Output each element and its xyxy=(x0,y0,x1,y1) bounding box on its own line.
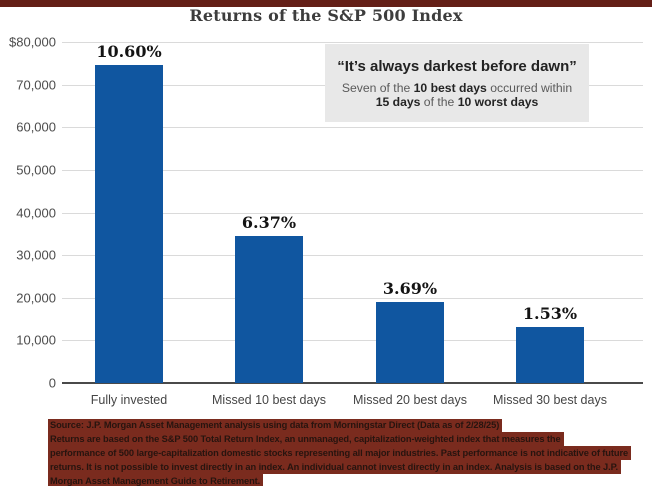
gridline xyxy=(62,340,643,342)
bar xyxy=(376,302,444,383)
x-tick-label: Missed 30 best days xyxy=(493,393,607,407)
y-tick-label: 10,000 xyxy=(16,332,56,348)
x-tick-label: Fully invested xyxy=(90,393,168,407)
gridline xyxy=(62,42,643,43)
disclaimer-highlighted-text: Returns are based on the S&P 500 Total R… xyxy=(48,432,564,446)
gridline xyxy=(62,169,643,171)
x-tick-label: Missed 10 best days xyxy=(212,393,326,407)
top-accent-bar xyxy=(0,0,652,7)
bar-value-label: 10.60% xyxy=(96,42,162,61)
disclaimer-line: returns. It is not possible to invest di… xyxy=(48,460,648,474)
disclaimer-highlighted-text: performance of 500 large-capitalization … xyxy=(48,446,632,460)
gridline xyxy=(62,297,643,299)
quote-bold-segment: 15 days xyxy=(375,94,421,109)
quote-bold-segment: 10 best days xyxy=(413,80,487,95)
x-axis-line xyxy=(62,382,643,384)
quote-bold-segment: 10 worst days xyxy=(457,94,539,109)
quote-line-2: Seven of the 10 best days occurred withi… xyxy=(342,81,572,95)
y-tick-label: 40,000 xyxy=(16,205,56,220)
source-disclaimer: Source: J.P. Morgan Asset Management ana… xyxy=(48,418,648,486)
bar xyxy=(516,327,584,383)
chart-title: Returns of the S&P 500 Index xyxy=(189,6,463,25)
y-tick-label: 0 xyxy=(48,375,56,391)
gridline xyxy=(62,127,643,129)
quote-callout-box: “It’s always darkest before dawn” Seven … xyxy=(325,44,589,122)
y-tick-label: 20,000 xyxy=(16,290,56,306)
disclaimer-line: performance of 500 large-capitalization … xyxy=(48,446,648,460)
bar-value-label: 6.37% xyxy=(241,213,297,232)
quote-text-segment: of the xyxy=(420,94,458,109)
disclaimer-line: Returns are based on the S&P 500 Total R… xyxy=(48,432,648,446)
gridline xyxy=(62,212,643,214)
quote-headline: “It’s always darkest before dawn” xyxy=(337,57,577,75)
y-tick-label: 70,000 xyxy=(16,77,56,93)
bar-value-label: 3.69% xyxy=(382,279,438,298)
disclaimer-highlighted-text: returns. It is not possible to invest di… xyxy=(48,460,621,474)
quote-text-segment: Seven of the xyxy=(341,80,414,95)
disclaimer-highlighted-text: Morgan Asset Management Guide to Retirem… xyxy=(48,474,264,486)
bar xyxy=(95,65,163,383)
bar-value-label: 1.53% xyxy=(522,304,578,323)
y-tick-label: 60,000 xyxy=(16,119,56,135)
disclaimer-highlighted-text: Source: J.P. Morgan Asset Management ana… xyxy=(48,418,503,432)
disclaimer-line: Morgan Asset Management Guide to Retirem… xyxy=(48,474,648,486)
gridline xyxy=(62,255,643,257)
y-tick-label: 30,000 xyxy=(16,247,56,263)
quote-line-3: 15 days of the 10 worst days xyxy=(376,95,539,109)
bar xyxy=(235,236,303,383)
disclaimer-line: Source: J.P. Morgan Asset Management ana… xyxy=(48,418,648,432)
y-tick-label: 50,000 xyxy=(16,162,56,178)
quote-text-segment: occurred within xyxy=(486,80,573,95)
y-tick-label: $80,000 xyxy=(9,34,56,50)
x-tick-label: Missed 20 best days xyxy=(353,393,467,407)
